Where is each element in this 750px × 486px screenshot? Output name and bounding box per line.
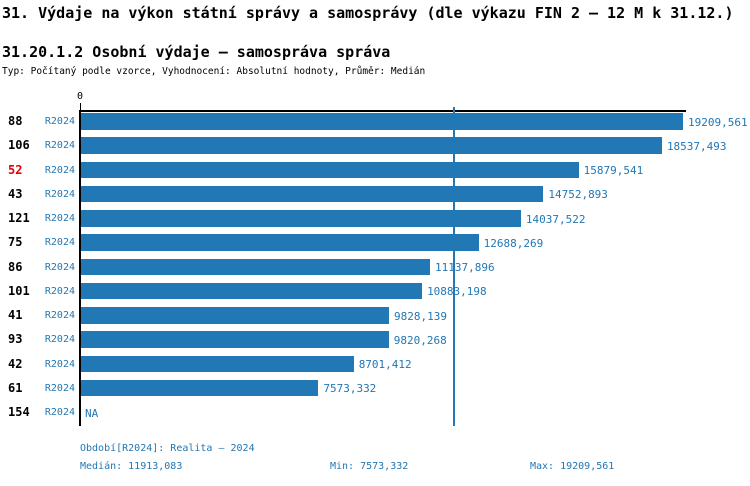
- row-category-label: 93: [8, 332, 23, 347]
- row-period-label: R2024: [44, 407, 75, 418]
- bar-value-label: 10883,198: [427, 285, 487, 299]
- chart-row: 101 R2024 10883,198: [0, 282, 750, 300]
- row-period-label: R2024: [44, 334, 75, 346]
- bar-value-label: 11137,896: [435, 261, 495, 274]
- row-period-label: R2024: [44, 285, 75, 297]
- bar: [81, 282, 423, 300]
- chart-row: 41 R2024 9828,139: [0, 307, 750, 324]
- bar-value-label: 18537,493: [666, 139, 727, 153]
- x-axis-zero-label: 0: [76, 91, 84, 102]
- bar: [81, 331, 389, 348]
- bar-value-label: 14037,522: [525, 212, 586, 226]
- bar: [81, 161, 579, 178]
- bar: [81, 137, 662, 154]
- row-category-label: 88: [8, 114, 23, 128]
- bar-value-label: 9820,268: [393, 333, 447, 347]
- row-category-label: 42: [8, 356, 23, 371]
- bar: [81, 355, 354, 372]
- footer-min-label: Min: 7573,332: [330, 461, 409, 472]
- footer-median-label: Medián: 11913,083: [80, 461, 183, 472]
- y-axis-line: [79, 110, 81, 426]
- row-category-label: 86: [8, 259, 23, 274]
- bar: [81, 185, 544, 203]
- row-category-label: 101: [8, 283, 30, 298]
- chart-row: 88 R2024 19209,561: [0, 113, 750, 130]
- x-axis-line: [79, 110, 686, 112]
- row-period-label: R2024: [44, 188, 75, 200]
- row-category-label: 41: [8, 308, 23, 322]
- bar: [81, 258, 431, 275]
- chart-row: 121 R2024 14037,522: [0, 210, 750, 227]
- chart-row: 52 R2024 15879,541: [0, 161, 750, 179]
- row-period-label: R2024: [44, 116, 75, 127]
- chart-row: 154 R2024 NA: [0, 404, 750, 421]
- row-period-label: R2024: [44, 140, 75, 152]
- chart-meta-line: Typ: Počítaný podle vzorce, Vyhodnocení:…: [2, 66, 426, 77]
- row-period-label: R2024: [44, 310, 75, 321]
- chart-row: 43 R2024 14752,893: [0, 185, 750, 203]
- chart-row: 42 R2024 8701,412: [0, 355, 750, 373]
- bar-value-label: 19209,561: [688, 115, 748, 129]
- row-category-label: 43: [8, 186, 23, 201]
- chart-row: 106 R2024 18537,493: [0, 137, 750, 154]
- bar-value-label: 9828,139: [393, 309, 447, 323]
- row-period-label: R2024: [44, 237, 75, 249]
- row-period-label: R2024: [44, 164, 75, 176]
- row-category-label: 52: [8, 162, 23, 177]
- page-title: 31. Výdaje na výkon státní správy a samo…: [2, 4, 734, 22]
- row-period-label: R2024: [44, 382, 75, 394]
- bar-value-label: 7573,332: [323, 382, 377, 396]
- chart-subtitle: 31.20.1.2 Osobní výdaje – samospráva spr…: [2, 43, 391, 61]
- bar-value-label: NA: [85, 406, 99, 420]
- x-axis-zero-tick: [79, 103, 81, 110]
- chart-row: 75 R2024 12688,269: [0, 234, 750, 251]
- chart-row: 61 R2024 7573,332: [0, 379, 750, 397]
- bar: [81, 113, 683, 130]
- row-category-label: 154: [8, 405, 30, 419]
- row-period-label: R2024: [44, 261, 75, 273]
- row-period-label: R2024: [44, 213, 75, 224]
- row-category-label: 61: [8, 380, 23, 395]
- row-period-label: R2024: [44, 358, 75, 370]
- chart-row: 93 R2024 9820,268: [0, 331, 750, 348]
- row-category-label: 106: [8, 138, 30, 153]
- row-category-label: 75: [8, 235, 23, 250]
- footer-max-label: Max: 19209,561: [530, 461, 615, 472]
- bar: [81, 307, 389, 324]
- bar-value-label: 14752,893: [548, 188, 608, 202]
- bar-value-label: 15879,541: [583, 164, 644, 177]
- bar-value-label: 8701,412: [358, 358, 412, 371]
- bar: [81, 379, 319, 397]
- bar: [81, 210, 521, 227]
- chart-row: 86 R2024 11137,896: [0, 258, 750, 276]
- row-category-label: 121: [8, 211, 30, 225]
- footer-period-label: Období[R2024]: Realita – 2024: [80, 443, 255, 454]
- bar: [81, 234, 479, 251]
- bar-value-label: 12688,269: [483, 236, 544, 250]
- median-line: [453, 107, 456, 426]
